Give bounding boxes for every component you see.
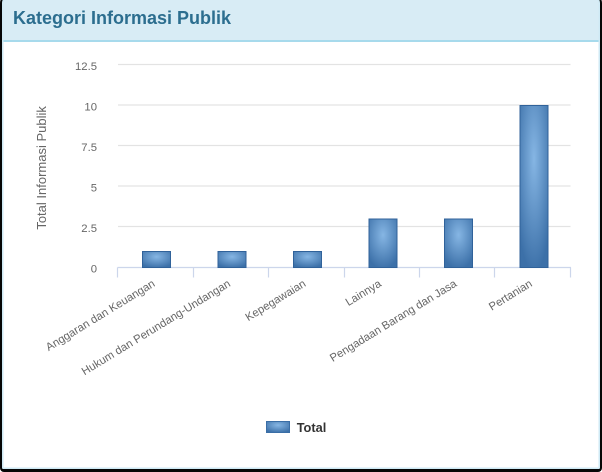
svg-text:2.5: 2.5: [81, 223, 97, 235]
svg-text:7.5: 7.5: [81, 142, 97, 154]
svg-text:Pertanian: Pertanian: [487, 278, 535, 313]
svg-text:10: 10: [84, 101, 97, 113]
svg-text:Total Informasi Publik: Total Informasi Publik: [34, 106, 49, 230]
svg-text:Pengadaan Barang dan Jasa: Pengadaan Barang dan Jasa: [328, 278, 460, 365]
svg-text:0: 0: [91, 263, 97, 275]
svg-text:Lainnya: Lainnya: [344, 278, 385, 309]
svg-text:Total: Total: [297, 420, 327, 435]
svg-text:Hukum dan Perundang-Undangan: Hukum dan Perundang-Undangan: [80, 278, 233, 378]
svg-text:Kepegawaian: Kepegawaian: [244, 278, 309, 324]
svg-text:5: 5: [91, 182, 97, 194]
svg-text:12.5: 12.5: [75, 61, 97, 73]
